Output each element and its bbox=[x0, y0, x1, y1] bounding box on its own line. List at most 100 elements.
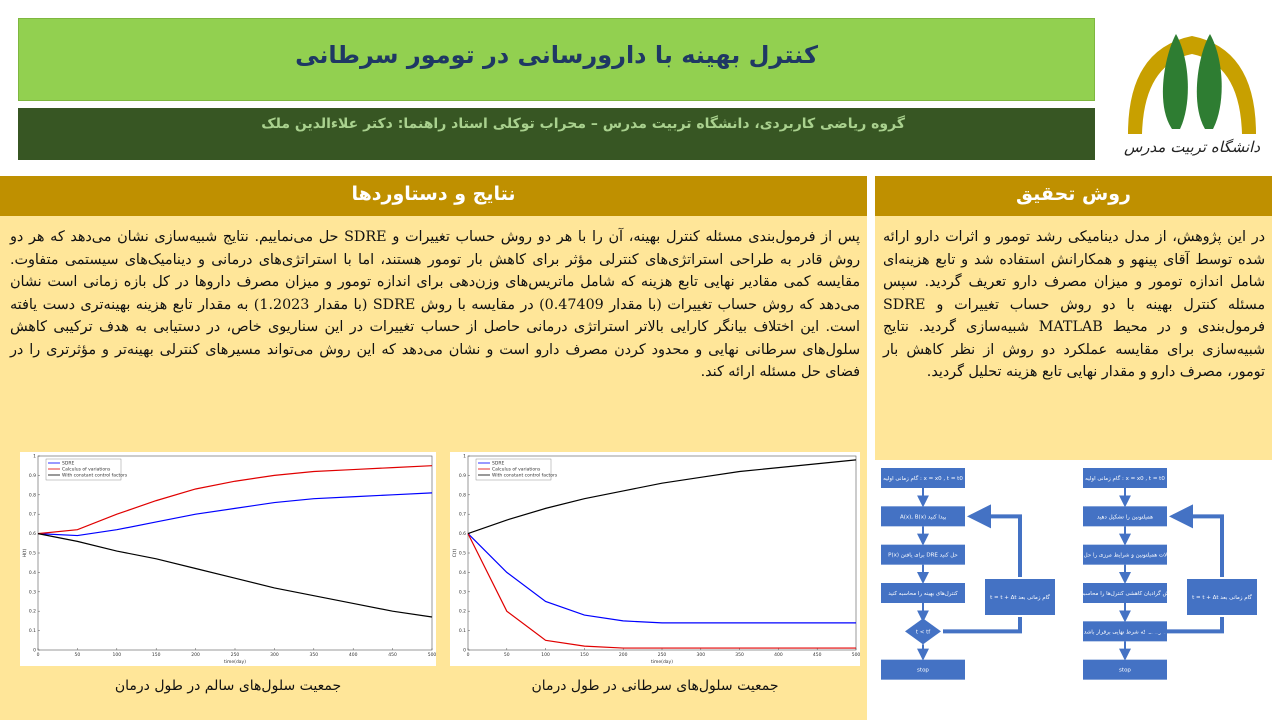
y-tick-label: 0.5 bbox=[29, 551, 36, 557]
flow-loop-text: گام زمانی بعد t = t + Δt bbox=[990, 594, 1050, 601]
figure: 0 50 100 150 200 250 300 350 400 450 500 0 0.1 0.2 0.3… bbox=[450, 452, 860, 666]
x-tick-label: 0 bbox=[37, 652, 40, 658]
x-tick-label: 500 bbox=[428, 652, 436, 658]
y-tick-label: 0.7 bbox=[459, 512, 466, 518]
flow-box bbox=[1083, 583, 1167, 603]
flow-text: کنترل‌های بهینه را محاسبه کنید bbox=[888, 590, 958, 597]
flow-loop-arrow bbox=[967, 504, 1022, 577]
x-tick-label: 250 bbox=[658, 652, 667, 658]
y-tick-label: 0.6 bbox=[459, 531, 466, 537]
flow-text: x = x0 , t = t0 : گام زمانی اولیه bbox=[1085, 475, 1165, 482]
results-paragraph: پس از فرمول‌بندی مسئله کنترل بهینه، آن ر… bbox=[10, 229, 860, 380]
x-tick-label: 100 bbox=[113, 652, 122, 658]
flow-text: تا زمانی که شرط نهایی برقرار باشد bbox=[1084, 628, 1167, 635]
series-line bbox=[467, 533, 856, 649]
y-tick-label: 0.1 bbox=[459, 628, 466, 634]
y-tick-label: 0.5 bbox=[459, 551, 466, 557]
method-paragraph: در این پژوهش، از مدل دینامیکی رشد تومور … bbox=[883, 229, 1265, 380]
flow-loop-text: گام زمانی بعد t = t + Δt bbox=[1192, 594, 1252, 601]
legend-box bbox=[475, 458, 552, 481]
x-tick-label: 200 bbox=[191, 652, 200, 658]
y-tick-label: 0.3 bbox=[29, 589, 36, 595]
flow-box bbox=[1083, 506, 1167, 527]
y-tick-label: 0 bbox=[463, 648, 466, 654]
method-panel bbox=[875, 216, 1272, 460]
logo-tree bbox=[1162, 34, 1188, 129]
y-tick-label: 0.9 bbox=[459, 473, 466, 479]
logo-tree bbox=[1196, 34, 1222, 129]
poster-title: کنترل بهینه با دارورسانی در تومور سرطانی bbox=[295, 41, 818, 69]
flow-text: با روش گرادیان کاهشی کنترل‌ها را محاسبه … bbox=[1077, 590, 1180, 597]
flow-box bbox=[1187, 579, 1257, 615]
x-tick-label: 150 bbox=[580, 652, 589, 658]
flowchart-title: الگوریتم SDRE: bbox=[1018, 475, 1061, 482]
flow-text: t < tf bbox=[916, 629, 931, 635]
y-tick-label: 0.4 bbox=[29, 570, 36, 576]
flowchart: الگوریتم حساب تغییرات: x = x0 , t = t0 : … bbox=[1077, 464, 1272, 720]
flow-box bbox=[1083, 659, 1167, 680]
flow-box bbox=[1083, 544, 1167, 565]
flow-box bbox=[985, 579, 1055, 615]
flowchart: الگوریتم SDRE: x = x0 , t = t0 : گام زمان… bbox=[875, 464, 1070, 720]
y-tick-label: 0.4 bbox=[459, 570, 466, 576]
x-tick-label: 200 bbox=[619, 652, 628, 658]
series-line bbox=[37, 492, 433, 537]
x-tick-label: 450 bbox=[813, 652, 822, 658]
y-tick-label: 0.8 bbox=[459, 492, 466, 498]
method-heading: روش تحقیق bbox=[875, 176, 1272, 216]
legend-label: SDRE bbox=[62, 461, 74, 467]
logo: دانشگاه تربیت مدرس bbox=[1124, 34, 1260, 156]
flow-text: حل کنید DRE برای یافتن P(x) bbox=[888, 552, 958, 559]
flow-box bbox=[881, 468, 965, 488]
x-axis-label: time(day) bbox=[224, 659, 246, 665]
logo-text: دانشگاه تربیت مدرس bbox=[1124, 138, 1260, 156]
legend-label: SDRE bbox=[492, 461, 504, 467]
figure-caption: جمعیت سلول‌های سالم در طول درمان bbox=[114, 678, 342, 694]
x-tick-label: 50 bbox=[504, 652, 510, 658]
y-axis-label: C(t) bbox=[452, 549, 458, 558]
series-line bbox=[467, 533, 856, 624]
legend-label: Calculus of variations bbox=[492, 467, 541, 473]
legend-label: Calculus of variations bbox=[62, 467, 111, 473]
y-tick-label: 0.9 bbox=[29, 473, 36, 479]
subtitle-bar: گروه ریاضی کاربردی، دانشگاه تربیت مدرس –… bbox=[18, 108, 1095, 160]
flow-text: stop bbox=[1119, 668, 1131, 674]
series-line bbox=[37, 465, 433, 535]
x-tick-label: 300 bbox=[697, 652, 706, 658]
x-tick-label: 450 bbox=[388, 652, 397, 658]
flowchart-title: الگوریتم حساب تغییرات: bbox=[1209, 475, 1272, 482]
flow-box bbox=[1083, 621, 1167, 642]
y-tick-label: 0.8 bbox=[29, 492, 36, 498]
y-tick-label: 0.3 bbox=[459, 589, 466, 595]
y-tick-label: 0 bbox=[33, 648, 36, 654]
poster-subtitle: گروه ریاضی کاربردی، دانشگاه تربیت مدرس –… bbox=[261, 116, 905, 132]
results-heading: نتایج و دستاوردها bbox=[0, 176, 867, 216]
legend-label: With constant control factors bbox=[492, 473, 558, 479]
title-bar: کنترل بهینه با دارورسانی در تومور سرطانی bbox=[18, 18, 1095, 101]
y-tick-label: 1 bbox=[33, 454, 36, 460]
x-tick-label: 50 bbox=[75, 652, 81, 658]
x-axis-label: time(day) bbox=[651, 659, 673, 665]
x-tick-label: 300 bbox=[270, 652, 279, 658]
x-tick-label: 350 bbox=[310, 652, 319, 658]
plot-frame bbox=[467, 455, 857, 651]
series-line bbox=[467, 459, 857, 535]
x-tick-label: 150 bbox=[152, 652, 161, 658]
x-tick-label: 400 bbox=[774, 652, 783, 658]
flow-box bbox=[1083, 468, 1167, 488]
y-axis-label: H(t) bbox=[22, 548, 28, 557]
flow-text: stop bbox=[917, 668, 929, 674]
y-tick-label: 0.7 bbox=[29, 512, 36, 518]
y-tick-label: 0.1 bbox=[29, 628, 36, 634]
flow-loop-arrow bbox=[943, 617, 1022, 634]
series-line bbox=[37, 533, 433, 618]
x-tick-label: 0 bbox=[467, 652, 470, 658]
x-tick-label: 400 bbox=[349, 652, 358, 658]
y-tick-label: 0.6 bbox=[29, 531, 36, 537]
x-tick-label: 100 bbox=[541, 652, 550, 658]
figure: 0 50 100 150 200 250 300 350 400 450 500 0 0.1 0.2 0.3… bbox=[20, 452, 436, 666]
flow-loop-arrow bbox=[1145, 617, 1224, 634]
flow-box bbox=[881, 506, 965, 527]
flow-text: معادلات همیلتونین و شرایط مرزی را حل کنی… bbox=[1077, 552, 1177, 559]
